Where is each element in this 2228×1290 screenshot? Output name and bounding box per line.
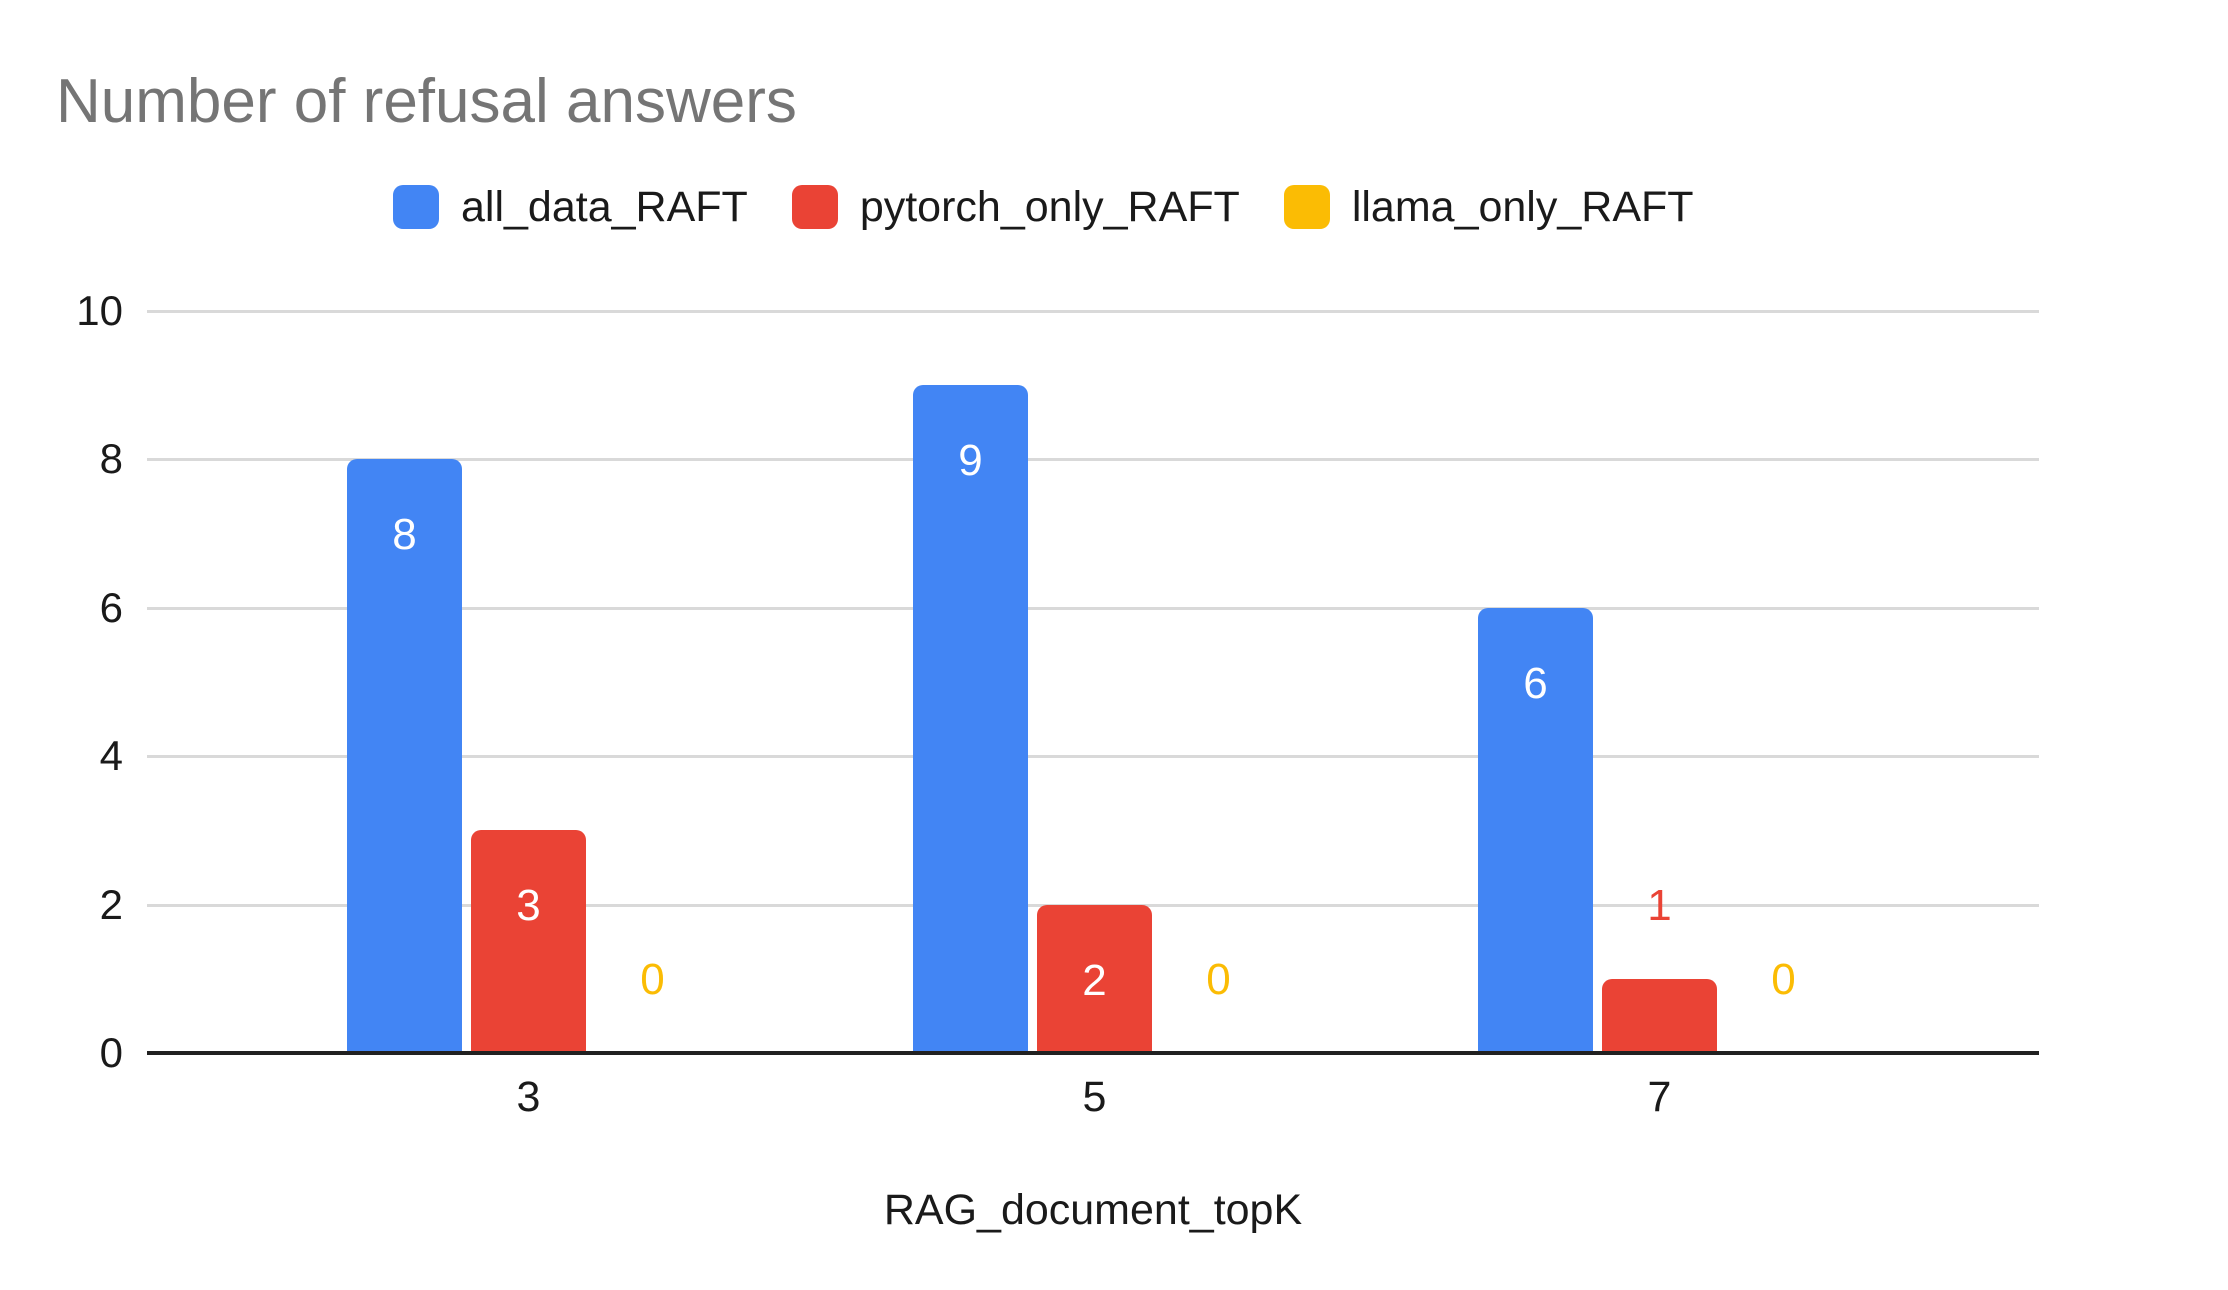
y-axis-tick-label: 4 [99, 732, 123, 779]
bar-value-label: 2 [1082, 956, 1107, 1005]
legend-label: llama_only_RAFT [1351, 183, 1694, 231]
y-axis-tick-label: 8 [99, 435, 123, 482]
x-axis-tick-label: 5 [1082, 1073, 1107, 1121]
y-axis-tick-label: 10 [76, 287, 123, 334]
bar-all_data_RAFT-topk5 [913, 385, 1028, 1053]
gridline-y10 [147, 310, 2039, 313]
bar-pytorch_only_RAFT-topk5 [1037, 905, 1152, 1053]
bar-value-label: 6 [1523, 659, 1548, 708]
chart-title: Number of refusal answers [56, 67, 797, 136]
bar-all_data_RAFT-topk7 [1478, 608, 1593, 1053]
y-axis-tick-label: 6 [99, 584, 123, 631]
x-axis-line [147, 1051, 2039, 1055]
legend-item-all-data-raft: all_data_RAFT [393, 183, 748, 231]
bar-value-label: 1 [1647, 881, 1672, 930]
bar-value-label: 0 [1206, 955, 1231, 1004]
legend-label: all_data_RAFT [461, 183, 748, 231]
legend-item-pytorch-only-raft: pytorch_only_RAFT [791, 183, 1240, 231]
bar-pytorch_only_RAFT-topk3 [471, 830, 586, 1053]
gridline-y8 [147, 458, 2039, 461]
x-axis-title: RAG_document_topK [883, 1186, 1303, 1234]
legend-item-llama-only-raft: llama_only_RAFT [1283, 183, 1694, 231]
legend-swatch-icon [791, 185, 838, 229]
bar-pytorch_only_RAFT-topk7 [1602, 979, 1717, 1053]
legend-swatch-icon [393, 185, 439, 229]
x-axis-tick-label: 7 [1647, 1073, 1672, 1121]
bar-value-label: 9 [958, 436, 983, 485]
legend: all_data_RAFT pytorch_only_RAFT llama_on… [393, 183, 1694, 231]
bar-value-label: 3 [516, 881, 541, 930]
x-axis-tick-label: 3 [516, 1073, 541, 1121]
y-axis-tick-label: 0 [99, 1029, 123, 1076]
legend-label: pytorch_only_RAFT [859, 183, 1240, 231]
y-axis-tick-label: 2 [99, 881, 123, 928]
gridline-y4 [147, 755, 2039, 758]
bar-value-label: 0 [1771, 955, 1796, 1004]
legend-swatch-icon [1283, 185, 1330, 229]
bar-value-label: 8 [392, 510, 417, 559]
bar-all_data_RAFT-topk3 [347, 459, 462, 1053]
gridline-y6 [147, 607, 2039, 610]
bar-value-label: 0 [640, 955, 665, 1004]
